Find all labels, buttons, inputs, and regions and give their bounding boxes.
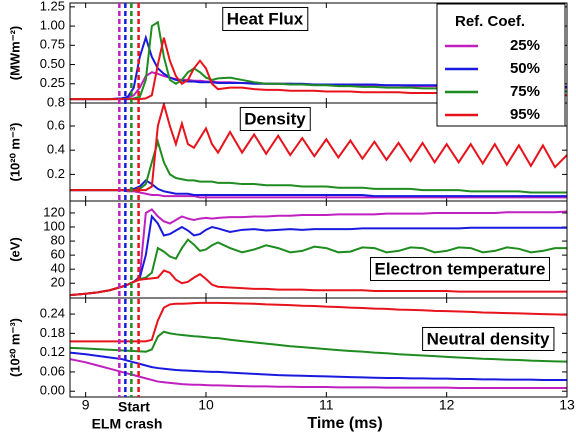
legend-title: Ref. Coef.: [455, 13, 525, 30]
legend-box: [436, 3, 566, 127]
legend: Ref. Coef. 25% 50% 75% 95%: [436, 3, 566, 127]
series-line: [70, 358, 567, 389]
y-tick-label: 0.00: [40, 383, 65, 398]
series-line: [70, 189, 567, 199]
panel-title: Neutral density: [427, 329, 550, 348]
y-axis-label: (10²⁰ m⁻³): [7, 318, 22, 377]
series-line: [70, 330, 567, 363]
series-line: [70, 269, 567, 297]
y-tick-label: 0.2: [47, 166, 65, 181]
y-tick-label: 0.06: [40, 363, 65, 378]
y-tick-label: 0.24: [40, 306, 65, 321]
y-tick-label: 0.4: [47, 142, 65, 157]
y-axis-label: (MWm⁻²): [7, 26, 22, 81]
x-tick-label: 9: [82, 397, 90, 413]
y-tick-label: 80: [51, 233, 65, 248]
y-tick-label: 20: [51, 275, 65, 290]
y-tick-label: 0.8: [47, 94, 65, 109]
x-tick-label: 13: [559, 397, 575, 413]
series-line: [70, 138, 567, 194]
series-line: [70, 208, 567, 297]
x-tick-label: 10: [198, 397, 214, 413]
y-tick-label: 100: [43, 218, 65, 233]
y-axis-label: (eV): [7, 237, 22, 262]
axes-frame: [69, 297, 568, 398]
series-line: [70, 214, 567, 297]
panel-title: Heat Flux: [227, 9, 304, 28]
panel-title: Density: [244, 109, 306, 128]
annotation: Start: [118, 399, 150, 415]
y-tick-label: 0.12: [40, 344, 65, 359]
y-tick-label: 0.75: [40, 37, 65, 52]
legend-label: 50%: [510, 60, 540, 77]
series-line: [70, 351, 567, 381]
annotation: ELM crash: [92, 416, 163, 432]
legend-label: 95%: [510, 106, 540, 123]
y-tick-label: 40: [51, 261, 65, 276]
y-tick-label: 0.18: [40, 325, 65, 340]
y-tick-label: 1.00: [40, 18, 65, 33]
series-line: [70, 238, 567, 297]
panel-title: Electron temperature: [375, 259, 546, 278]
x-axis-label: Time (ms): [307, 415, 382, 432]
series-line: [70, 301, 567, 343]
y-tick-label: 1.25: [40, 0, 65, 13]
y-tick-label: 120: [43, 204, 65, 219]
title-box: [222, 6, 309, 31]
title-box: [239, 106, 311, 131]
y-tick-label: 0.25: [40, 75, 65, 90]
title-box: [422, 326, 555, 351]
y-tick-label: 0.6: [47, 117, 65, 132]
x-tick-label: 11: [319, 397, 334, 413]
y-axis-label: (10²⁰ m⁻³): [7, 122, 22, 181]
legend-label: 25%: [510, 37, 540, 54]
plot-area: [70, 103, 567, 199]
legend-label: 75%: [510, 83, 540, 100]
plot-area: [70, 208, 567, 297]
y-tick-label: 0.50: [40, 56, 65, 71]
title-box: [370, 256, 550, 281]
series-line: [70, 103, 567, 192]
y-tick-label: 60: [51, 247, 65, 262]
plot-area: [70, 301, 567, 389]
x-tick-label: 12: [439, 397, 455, 413]
